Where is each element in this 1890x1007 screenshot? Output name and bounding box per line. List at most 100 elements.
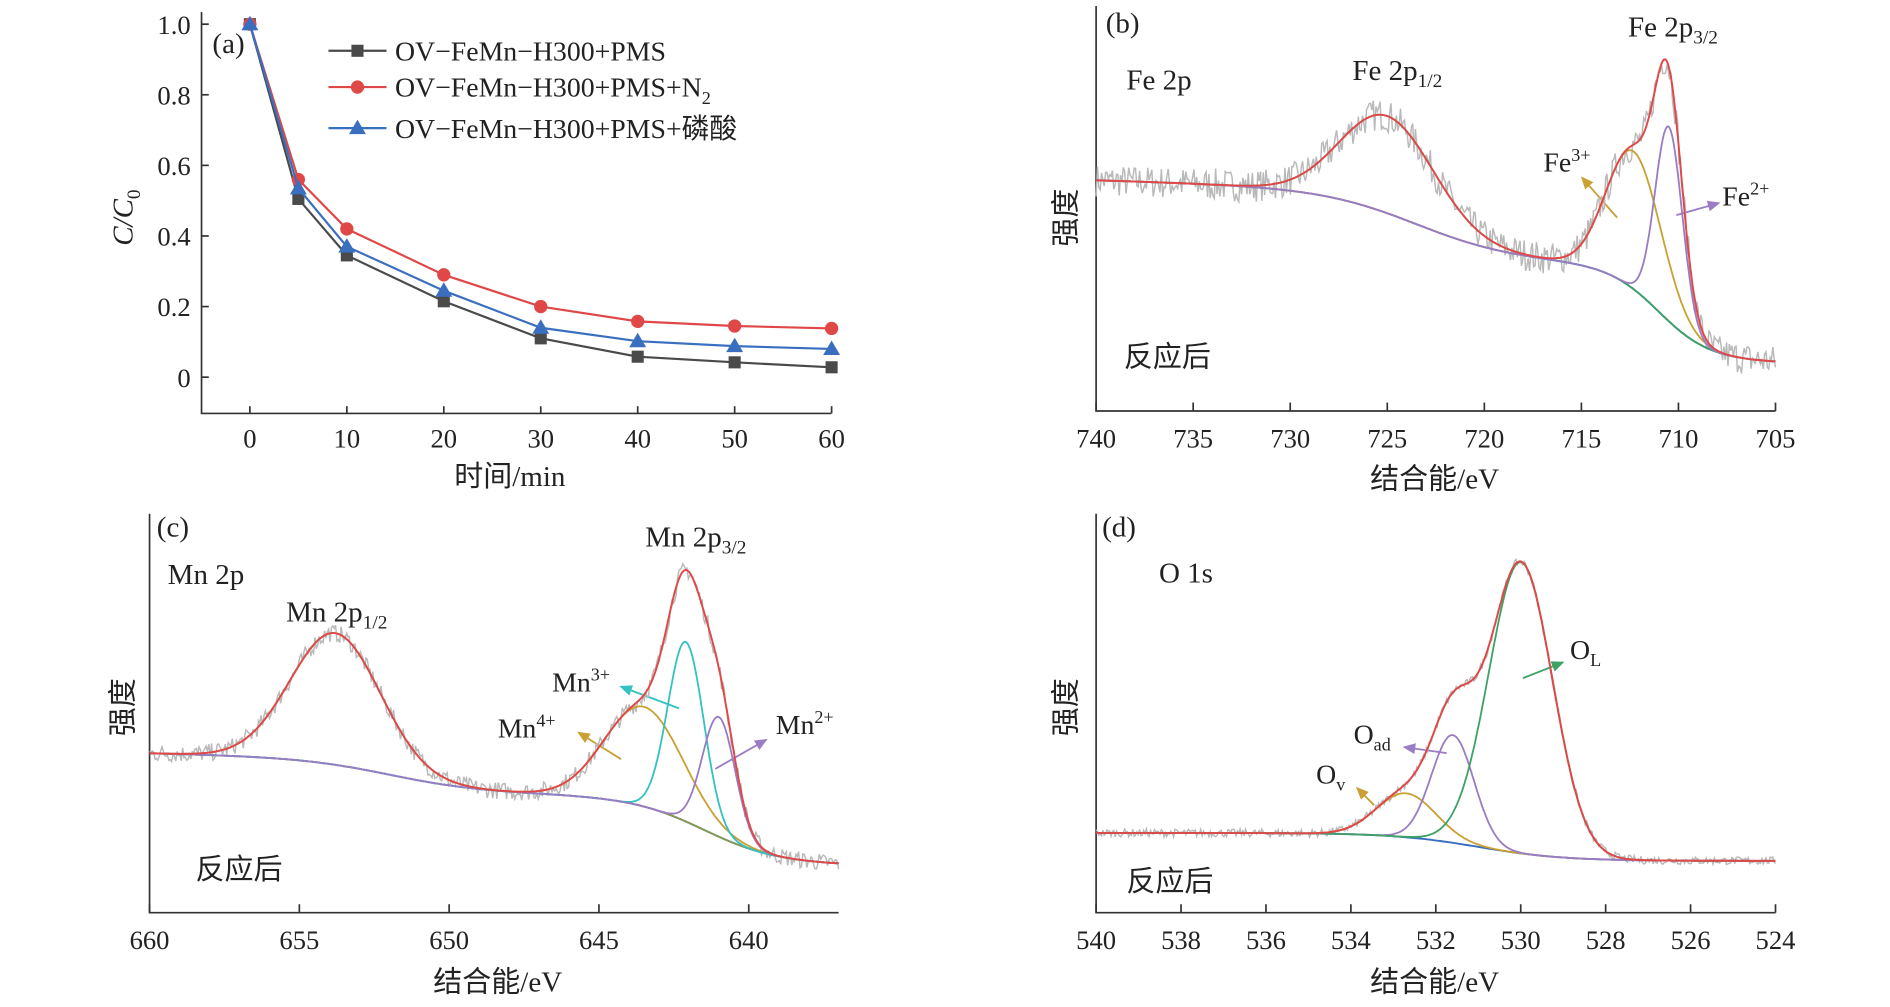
data-point [726,337,744,353]
series-2 [241,15,841,355]
data-point [289,179,307,195]
background-line [1096,179,1776,363]
note-d: 反应后 [1126,865,1213,898]
fit-2p12-peak [149,632,839,865]
spectrum-title-c: Mn 2p [168,559,245,591]
data-point [241,15,259,31]
component-label-mn3: Mn3+ [552,665,610,699]
x-tick-label: 532 [1416,925,1456,955]
component-label-mn4: Mn4+ [498,711,556,745]
x-tick-label: 540 [1076,925,1116,955]
series-line-2 [248,23,832,351]
fit-component-OL [1096,561,1776,862]
peak-label-fe-2p12: Fe 2p1/2 [1352,55,1442,92]
fit-component-Mn3+ [149,640,839,865]
x-tick-label: 538 [1161,925,1201,955]
component-label-oad: Oad [1354,719,1391,754]
y-tick-label-a: 0.8 [157,80,190,110]
x-tick-label: 740 [1076,423,1116,453]
spectrum-title-d: O 1s [1159,558,1213,590]
x-tick-label-a: 50 [721,423,748,453]
x-tick-label: 526 [1671,925,1711,955]
fit-envelope [1096,560,1776,862]
data-point [437,295,450,308]
y-axis-label-d: 强度 [1050,678,1083,736]
data-point [728,319,742,333]
fit-component-Oad [1096,734,1776,862]
data-point [629,332,647,348]
x-tick-label: 705 [1756,423,1796,453]
legend-marker-1 [350,80,365,94]
peak-label-fe-2p32: Fe 2p3/2 [1628,11,1718,48]
x-tick-label: 730 [1270,423,1310,453]
data-point [292,192,305,205]
series-line-0 [248,23,832,369]
raw-spectrum [1095,62,1777,374]
y-axis-label-b: 强度 [1050,189,1083,247]
data-point [728,356,741,369]
x-tick-label-a: 60 [818,423,845,453]
arrow-ov [1355,786,1375,806]
panel-label-c: (c) [157,512,189,544]
axes-a [200,12,832,415]
panel-a: (a) 时间/min C/C0 OV−FeMn−H300+PMS OV−FeMn… [108,10,845,493]
x-tick-label: 650 [429,925,469,955]
x-tick-label-a: 20 [431,423,458,453]
x-tick-label: 655 [279,925,319,955]
series-line-1 [248,23,832,330]
fit-2p12-peak [1096,113,1776,363]
peak-label-mn-2p12: Mn 2p1/2 [286,596,387,633]
x-tick-label: 530 [1501,925,1541,955]
y-tick-label-a: 0.4 [157,222,190,252]
data-point [631,350,644,363]
raw-spectrum [149,561,840,870]
data-point [825,361,838,374]
data-point [435,282,453,297]
component-label-mn2: Mn2+ [776,707,834,741]
data-point [340,222,354,236]
raw-spectrum [1095,557,1777,867]
data-point [534,332,547,345]
x-tick-label-a: 0 [243,423,256,453]
y-tick-label-a: 0.6 [157,151,190,181]
legend-item-0: OV−FeMn−H300+PMS [395,36,666,67]
x-axis-label-c: 结合能/eV [433,965,562,998]
x-tick-label: 640 [729,925,769,955]
x-tick-label-a: 30 [527,423,554,453]
y-tick-label-a: 1.0 [157,10,190,40]
x-tick-label: 720 [1464,423,1504,453]
data-point [534,299,548,314]
legend-label-0: OV−FeMn−H300+PMS [395,36,666,67]
x-tick-label: 710 [1659,423,1699,453]
note-b: 反应后 [1124,340,1211,373]
data-point [532,319,550,334]
x-tick-label: 715 [1561,423,1601,453]
data-point [631,314,645,329]
y-axis-label-c: 强度 [107,678,140,736]
legend-label-2: OV−FeMn−H300+PMS+磷酸 [395,114,737,145]
x-tick-label: 534 [1331,925,1371,955]
arrow-mn3 [619,685,680,710]
x-tick-label: 725 [1367,423,1407,453]
panel-c: (c) Mn 2p 反应后 结合能/eV 强度 Mn 2p1/2 Mn 2p3/… [107,512,840,998]
component-label-ol: OL [1570,635,1601,670]
panel-d: (d) O 1s 反应后 结合能/eV 强度 Ov Oad OL 540 538 5… [1050,512,1796,999]
legend-item-1: OV−FeMn−H300+PMS+N2 [395,73,711,108]
panel-label-d: (d) [1102,512,1136,544]
panel-b: (b) Fe 2p 反应后 结合能/eV 强度 Fe 2p1/2 Fe 2p3/… [1050,6,1796,495]
fit-envelope [1096,58,1776,363]
panel-label-b: (b) [1106,8,1140,40]
spectrum-title-b: Fe 2p [1126,64,1191,96]
component-label-ov: Ov [1316,759,1346,794]
legend-label-1: OV−FeMn−H300+PMS+N2 [395,73,711,108]
fit-component-Fe3+ [1096,149,1776,363]
x-axis-label-d: 结合能/eV [1370,965,1499,998]
legend-marker-0 [351,44,364,57]
arrow-ol [1522,661,1565,680]
data-point [823,340,841,355]
arrow-mn2 [714,738,768,770]
legend-item-2: OV−FeMn−H300+PMS+磷酸 [395,114,737,145]
y-tick-label-a: 0 [177,363,190,393]
x-axis-label-a: 时间/min [454,460,566,493]
